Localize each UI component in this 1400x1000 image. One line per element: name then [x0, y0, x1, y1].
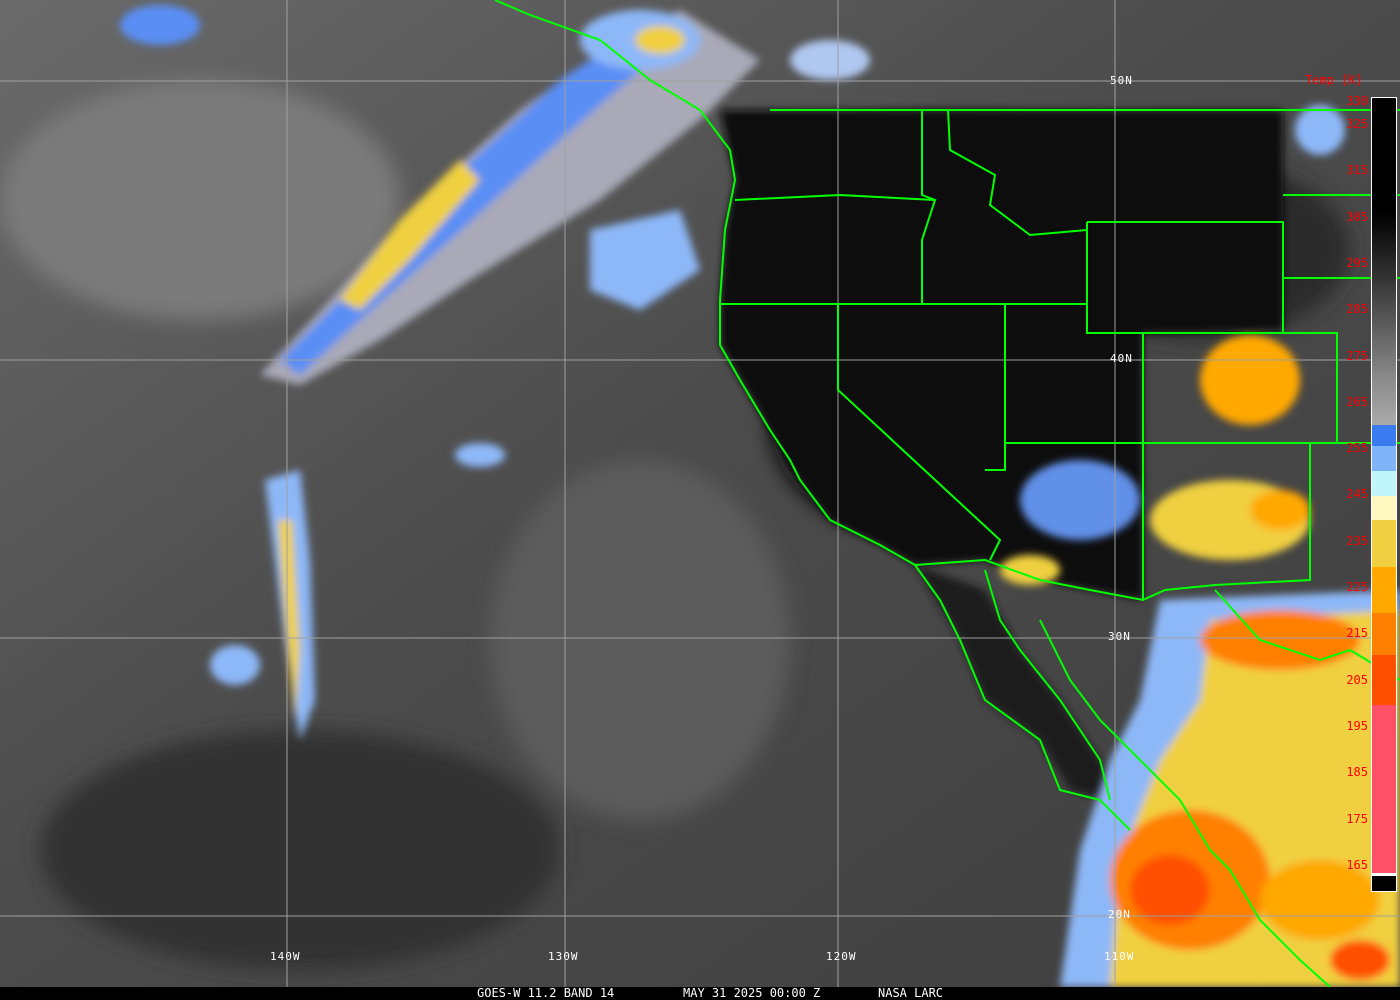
footer-credit: NASA LARC [878, 986, 944, 1000]
colorbar-band [1372, 613, 1396, 655]
footer-datetime: MAY 31 2025 00:00 Z [683, 986, 821, 1000]
colorbar-band [1372, 446, 1396, 471]
lat-label-40n: 40N [1110, 352, 1133, 365]
legend-tick-label: 235 [1346, 533, 1368, 548]
legend-tick-label: 330 [1346, 93, 1368, 108]
lon-label-110w: 110W [1104, 950, 1135, 963]
border-mexico-us [914, 558, 1216, 602]
colorbar [1371, 97, 1397, 892]
border-nevada-east [985, 304, 1006, 471]
coastline-mexico-mainland [1039, 619, 1331, 987]
legend-tick-label: 175 [1346, 811, 1368, 826]
convection-southwest [1000, 105, 1345, 585]
border-colorado [1143, 332, 1338, 443]
land-baja [915, 565, 1130, 830]
legend-tick-label: 315 [1346, 163, 1368, 178]
legend-tick-label: 225 [1346, 580, 1368, 594]
coastline-gulf-mexico [1214, 589, 1400, 681]
legend-tick-label: 275 [1346, 348, 1368, 363]
colorbar-band [1372, 496, 1396, 520]
footer-satellite-band: GOES-W 11.2 BAND 14 [477, 986, 615, 1000]
cloud-band-frontal [210, 443, 505, 740]
border-nevada [837, 304, 1002, 561]
colorbar-band [1372, 705, 1396, 873]
legend-title: Temp [K] [1305, 73, 1363, 87]
colorbar-band [1372, 567, 1396, 613]
legend-tick-label: 295 [1346, 255, 1368, 270]
legend-tick-label: 265 [1346, 394, 1368, 409]
lat-label-30n: 30N [1108, 630, 1131, 643]
legend-tick-label: 205 [1346, 672, 1368, 687]
lon-label-140w: 140W [270, 950, 301, 963]
border-idaho-montana [947, 109, 1088, 237]
legend-tick-label: 285 [1346, 302, 1368, 317]
colorbar-band [1372, 425, 1396, 446]
coastline-pacific [494, 0, 1131, 831]
lon-label-120w: 120W [826, 950, 857, 963]
legend-tick-label: 245 [1346, 487, 1368, 502]
border-idaho [921, 110, 937, 304]
legend-tick-label: 305 [1346, 209, 1368, 224]
border-or-wa [734, 193, 936, 201]
legend-tick-label: 195 [1346, 718, 1368, 733]
footer-bar: GOES-W 11.2 BAND 14 MAY 31 2025 00:00 Z … [0, 987, 1400, 1000]
colorbar-band [1372, 655, 1396, 705]
colorbar-band [1372, 520, 1396, 567]
lon-label-130w: 130W [548, 950, 579, 963]
legend-tick-label: 185 [1346, 765, 1368, 780]
lat-label-50n: 50N [1110, 74, 1133, 87]
border-new-mexico [1214, 443, 1311, 586]
legend-tick-label: 325 [1346, 117, 1368, 131]
convection-mexico [1060, 590, 1400, 987]
legend-tick-label: 215 [1346, 626, 1368, 641]
colorbar-band [1372, 873, 1396, 876]
colorbar-gray [1372, 98, 1396, 425]
lat-label-20n: 20N [1108, 908, 1131, 921]
cloud-band-north [120, 5, 870, 385]
legend-tick-label: 165 [1346, 857, 1368, 872]
legend-tick-label: 255 [1346, 441, 1368, 456]
coastline-gulf-california [984, 569, 1111, 801]
colorbar-band [1372, 471, 1396, 496]
political-borders [494, 0, 1400, 987]
